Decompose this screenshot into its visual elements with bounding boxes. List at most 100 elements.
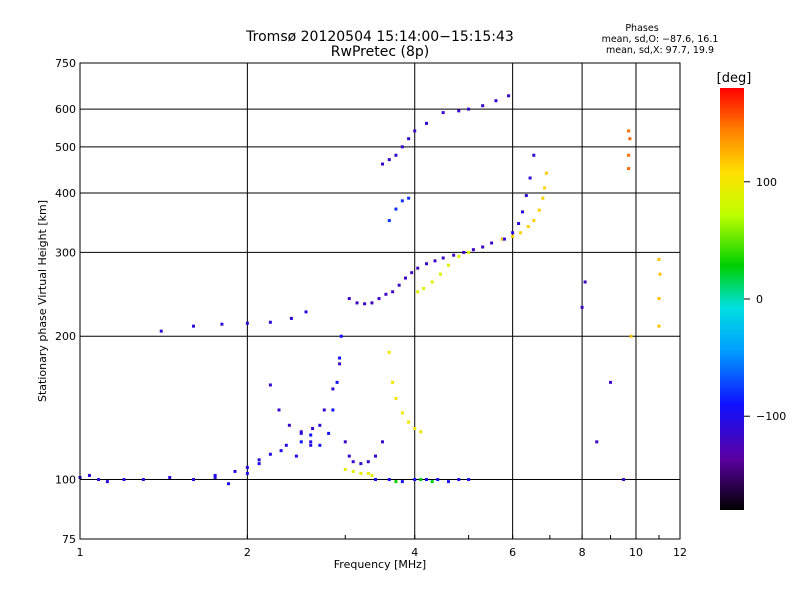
data-point	[400, 145, 404, 149]
data-point	[299, 430, 303, 434]
data-point	[309, 440, 313, 444]
y-tick-label: 400	[55, 187, 76, 200]
data-point	[433, 259, 437, 263]
y-tick-label: 100	[55, 474, 76, 487]
x-axis-label: Frequency [MHz]	[334, 558, 426, 571]
data-point	[422, 286, 426, 290]
data-point	[580, 305, 584, 309]
data-point	[339, 334, 343, 338]
colorbar-tick-label: 0	[756, 293, 763, 306]
data-point	[416, 266, 420, 270]
x-tick-label: 1	[77, 546, 84, 559]
data-point	[191, 324, 195, 328]
data-point	[416, 290, 420, 294]
data-point	[413, 129, 417, 133]
data-point	[394, 207, 398, 211]
data-point	[511, 231, 515, 235]
chart-title: Tromsø 20120504 15:14:00−15:15:43	[245, 29, 514, 45]
data-point	[331, 387, 335, 391]
data-point	[425, 121, 429, 125]
data-point	[457, 109, 461, 113]
data-point	[394, 153, 398, 157]
data-point	[481, 245, 485, 249]
data-point	[287, 423, 291, 427]
data-point	[355, 301, 359, 305]
data-point	[327, 431, 331, 435]
data-point	[370, 473, 374, 477]
data-point	[277, 408, 281, 412]
data-point	[541, 196, 545, 200]
data-point	[245, 465, 249, 469]
phases-box: Phases mean, sd,O: −87.6, 16.1 mean, sd,…	[602, 23, 719, 56]
data-point	[511, 235, 515, 239]
data-point	[467, 478, 471, 482]
data-point	[628, 137, 632, 141]
data-point	[394, 480, 398, 484]
data-point	[657, 324, 661, 328]
data-point	[519, 231, 523, 235]
y-tick-label: 75	[62, 533, 76, 546]
data-point	[299, 431, 303, 435]
data-point	[446, 480, 450, 484]
data-point	[627, 129, 631, 133]
data-point	[220, 322, 224, 326]
data-point	[430, 480, 434, 484]
data-point	[279, 449, 283, 453]
data-point	[537, 208, 541, 212]
data-point	[404, 276, 408, 280]
data-point	[311, 426, 315, 430]
data-point	[436, 478, 440, 482]
data-point	[227, 482, 231, 486]
data-point	[299, 440, 303, 444]
phases-line-o: mean, sd,O: −87.6, 16.1	[602, 34, 719, 45]
data-point	[105, 480, 109, 484]
data-point	[370, 301, 374, 305]
data-point	[517, 222, 521, 226]
data-point	[322, 408, 326, 412]
data-point	[430, 280, 434, 284]
colorbar: [deg] 100 0 −100	[717, 71, 786, 510]
x-tick-label: 10	[629, 546, 643, 559]
data-point	[407, 137, 411, 141]
data-point	[391, 380, 395, 384]
data-point	[366, 460, 370, 464]
data-point	[351, 460, 355, 464]
data-point	[318, 443, 322, 447]
data-point	[425, 478, 429, 482]
y-tick-label: 750	[55, 57, 76, 70]
phases-heading: Phases	[625, 23, 658, 34]
colorbar-label: [deg]	[717, 71, 752, 86]
data-point	[471, 248, 475, 252]
data-point	[457, 255, 461, 259]
grid-lines	[80, 63, 680, 539]
data-point	[284, 443, 288, 447]
y-tick-label: 300	[55, 246, 76, 259]
data-point	[168, 475, 172, 479]
data-point	[268, 383, 272, 387]
data-point	[294, 454, 298, 458]
data-point	[462, 250, 466, 254]
data-point	[520, 210, 524, 214]
data-point	[373, 454, 377, 458]
data-points	[78, 94, 662, 486]
data-point	[363, 302, 367, 306]
data-point	[467, 250, 471, 254]
data-point	[413, 426, 417, 430]
data-point	[543, 186, 547, 190]
x-tick-label: 2	[244, 546, 251, 559]
data-point	[419, 478, 423, 482]
y-tick-label: 600	[55, 103, 76, 116]
data-point	[257, 458, 261, 462]
data-point	[532, 153, 536, 157]
data-point	[481, 104, 485, 108]
data-point	[657, 257, 661, 261]
data-point	[532, 219, 536, 223]
data-point	[97, 478, 101, 482]
data-point	[528, 176, 532, 180]
data-point	[233, 469, 237, 473]
data-point	[377, 297, 381, 301]
data-point	[441, 256, 445, 260]
data-point	[425, 262, 429, 266]
data-point	[268, 320, 272, 324]
